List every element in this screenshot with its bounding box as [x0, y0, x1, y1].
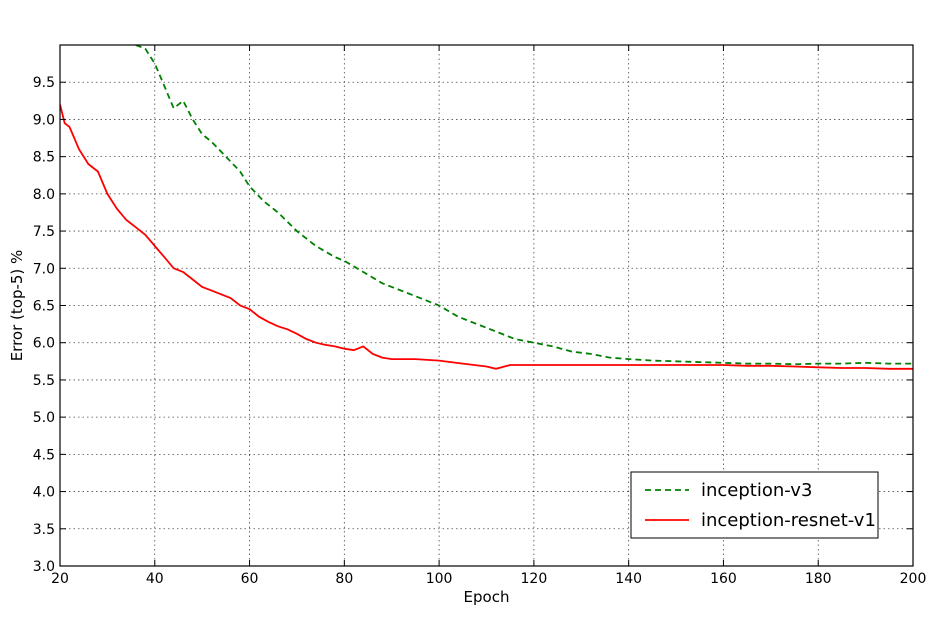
- series-line-inception-v3: [135, 45, 913, 366]
- y-tick-label: 6.0: [33, 336, 55, 352]
- y-tick-label: 9.0: [33, 112, 55, 128]
- legend-label-inception-resnet-v1: inception-resnet-v1: [701, 510, 876, 531]
- y-axis-title: Error (top-5) %: [8, 250, 26, 362]
- x-tick-label: 60: [241, 571, 259, 587]
- y-tick-label: 3.5: [33, 522, 55, 538]
- y-tick-label: 8.0: [33, 187, 55, 203]
- grid: [60, 45, 913, 566]
- ticks: 20 40 60 80 100 120 140 160 180 200 3.0 3.5 4.0 4.5 5.…: [33, 45, 927, 587]
- y-tick-label: 4.0: [33, 485, 55, 501]
- y-tick-label: 7.0: [33, 261, 55, 277]
- x-tick-label: 80: [335, 571, 353, 587]
- y-tick-label: 7.5: [33, 224, 55, 240]
- x-axis-title: Epoch: [464, 588, 510, 606]
- series-layer: [60, 45, 913, 370]
- x-tick-label: 180: [805, 571, 832, 587]
- y-tick-label: 3.0: [33, 559, 55, 575]
- y-tick-label: 5.5: [33, 373, 55, 389]
- y-tick-label: 8.5: [33, 150, 55, 166]
- legend-box: [630, 471, 879, 539]
- series-line-inception-resnet-v1: [60, 104, 913, 370]
- legend: inception-v3 inception-resnet-v1: [630, 471, 879, 539]
- y-tick-label: 9.5: [33, 75, 55, 91]
- x-tick-label: 200: [900, 571, 927, 587]
- x-tick-label: 120: [521, 571, 548, 587]
- y-tick-label: 5.0: [33, 410, 55, 426]
- x-tick-label: 140: [615, 571, 642, 587]
- x-tick-label: 160: [710, 571, 737, 587]
- x-tick-label: 40: [146, 571, 164, 587]
- y-tick-label: 6.5: [33, 299, 55, 315]
- x-tick-label: 20: [51, 571, 69, 587]
- legend-label-inception-v3: inception-v3: [701, 480, 812, 501]
- x-tick-label: 100: [426, 571, 453, 587]
- y-tick-label: 4.5: [33, 447, 55, 463]
